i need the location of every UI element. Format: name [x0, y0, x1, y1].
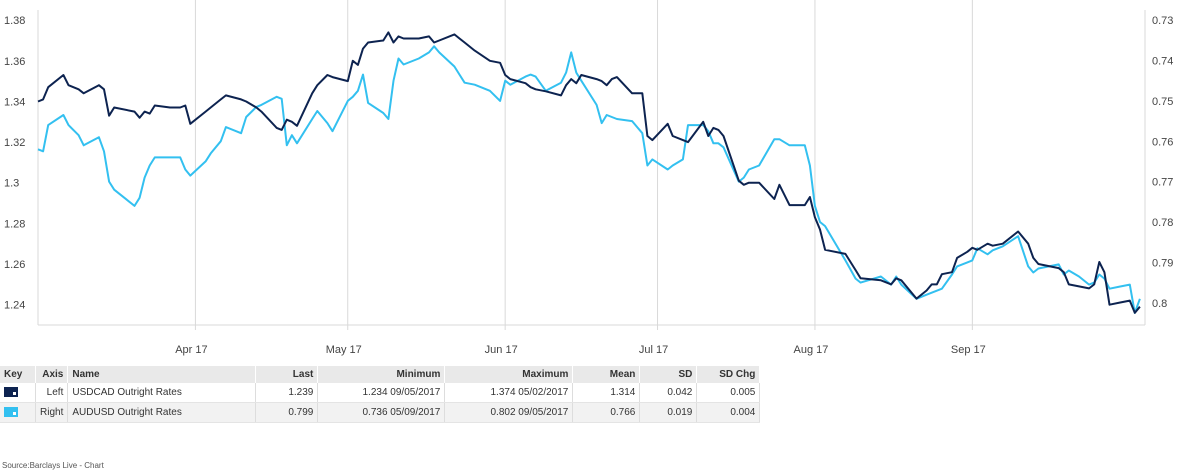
- mean-cell: 0.766: [572, 402, 641, 423]
- name-cell: AUDUSD Outright Rates: [67, 402, 257, 423]
- series-key-swatch: [4, 387, 18, 398]
- right-tick-label: 0.79: [1152, 257, 1173, 269]
- left-tick-label: 1.36: [4, 56, 25, 68]
- x-tick-label: Jun 17: [485, 344, 518, 356]
- statistics-table: Key Axis Name Last Minimum Maximum Mean …: [0, 366, 761, 423]
- x-axis: Apr 17 May 17 Jun 17 Jul 17 Aug 17 Sep 17: [175, 344, 986, 356]
- right-tick-label: 0.73: [1152, 15, 1173, 27]
- series-lines: [37, 31, 1141, 314]
- header-axis: Axis: [35, 366, 69, 383]
- last-cell: 1.239: [255, 383, 319, 403]
- sd-chg-cell: 0.005: [696, 383, 761, 403]
- header-sd: SD: [639, 366, 698, 383]
- maximum-cell: 1.374 05/02/2017: [444, 383, 574, 403]
- right-tick-label: 0.78: [1152, 217, 1173, 229]
- table-header-row: Key Axis Name Last Minimum Maximum Mean …: [0, 366, 761, 383]
- header-maximum: Maximum: [444, 366, 574, 383]
- x-tick-label: Apr 17: [175, 344, 207, 356]
- left-tick-label: 1.34: [4, 96, 25, 108]
- series-line-usdcad: [37, 31, 1141, 314]
- header-minimum: Minimum: [317, 366, 446, 383]
- right-tick-label: 0.74: [1152, 55, 1173, 67]
- table-row: Right AUDUSD Outright Rates 0.799 0.736 …: [0, 402, 761, 423]
- x-tick-label: May 17: [326, 344, 362, 356]
- axis-cell: Left: [35, 383, 69, 403]
- x-tick-label: Jul 17: [639, 344, 668, 356]
- dual-axis-line-chart: 1.24 1.26 1.28 1.3 1.32 1.34 1.36 1.38 0.73 0.74…: [4, 0, 1173, 356]
- series-line-audusd: [37, 45, 1141, 314]
- left-tick-label: 1.28: [4, 218, 25, 230]
- right-tick-label: 0.8: [1152, 298, 1167, 310]
- source-note: Source:Barclays Live - Chart: [2, 461, 104, 470]
- sd-cell: 0.042: [639, 383, 698, 403]
- right-tick-label: 0.77: [1152, 177, 1173, 189]
- header-name: Name: [67, 366, 257, 383]
- left-axis: 1.24 1.26 1.28 1.3 1.32 1.34 1.36 1.38: [4, 15, 25, 312]
- series-key-swatch: [4, 407, 18, 418]
- right-tick-label: 0.75: [1152, 96, 1173, 108]
- sd-cell: 0.019: [639, 402, 698, 423]
- table-row: Left USDCAD Outright Rates 1.239 1.234 0…: [0, 383, 761, 403]
- header-key: Key: [0, 366, 36, 383]
- sd-chg-cell: 0.004: [696, 402, 761, 423]
- name-cell: USDCAD Outright Rates: [67, 383, 257, 403]
- left-tick-label: 1.32: [4, 137, 25, 149]
- chart-gridlines: [37, 0, 1146, 330]
- header-sd-chg: SD Chg: [696, 366, 761, 383]
- x-tick-label: Aug 17: [793, 344, 828, 356]
- key-cell: [0, 402, 36, 423]
- right-axis: 0.73 0.74 0.75 0.76 0.77 0.78 0.79 0.8: [1152, 15, 1173, 310]
- header-mean: Mean: [572, 366, 641, 383]
- x-tick-label: Sep 17: [951, 344, 986, 356]
- minimum-cell: 0.736 05/09/2017: [317, 402, 446, 423]
- mean-cell: 1.314: [572, 383, 641, 403]
- left-tick-label: 1.24: [4, 300, 25, 312]
- left-tick-label: 1.26: [4, 259, 25, 271]
- left-tick-label: 1.3: [4, 178, 19, 190]
- left-tick-label: 1.38: [4, 15, 25, 27]
- right-tick-label: 0.76: [1152, 136, 1173, 148]
- minimum-cell: 1.234 09/05/2017: [317, 383, 446, 403]
- header-last: Last: [255, 366, 319, 383]
- maximum-cell: 0.802 09/05/2017: [444, 402, 574, 423]
- axis-cell: Right: [35, 402, 69, 423]
- last-cell: 0.799: [255, 402, 319, 423]
- key-cell: [0, 383, 36, 403]
